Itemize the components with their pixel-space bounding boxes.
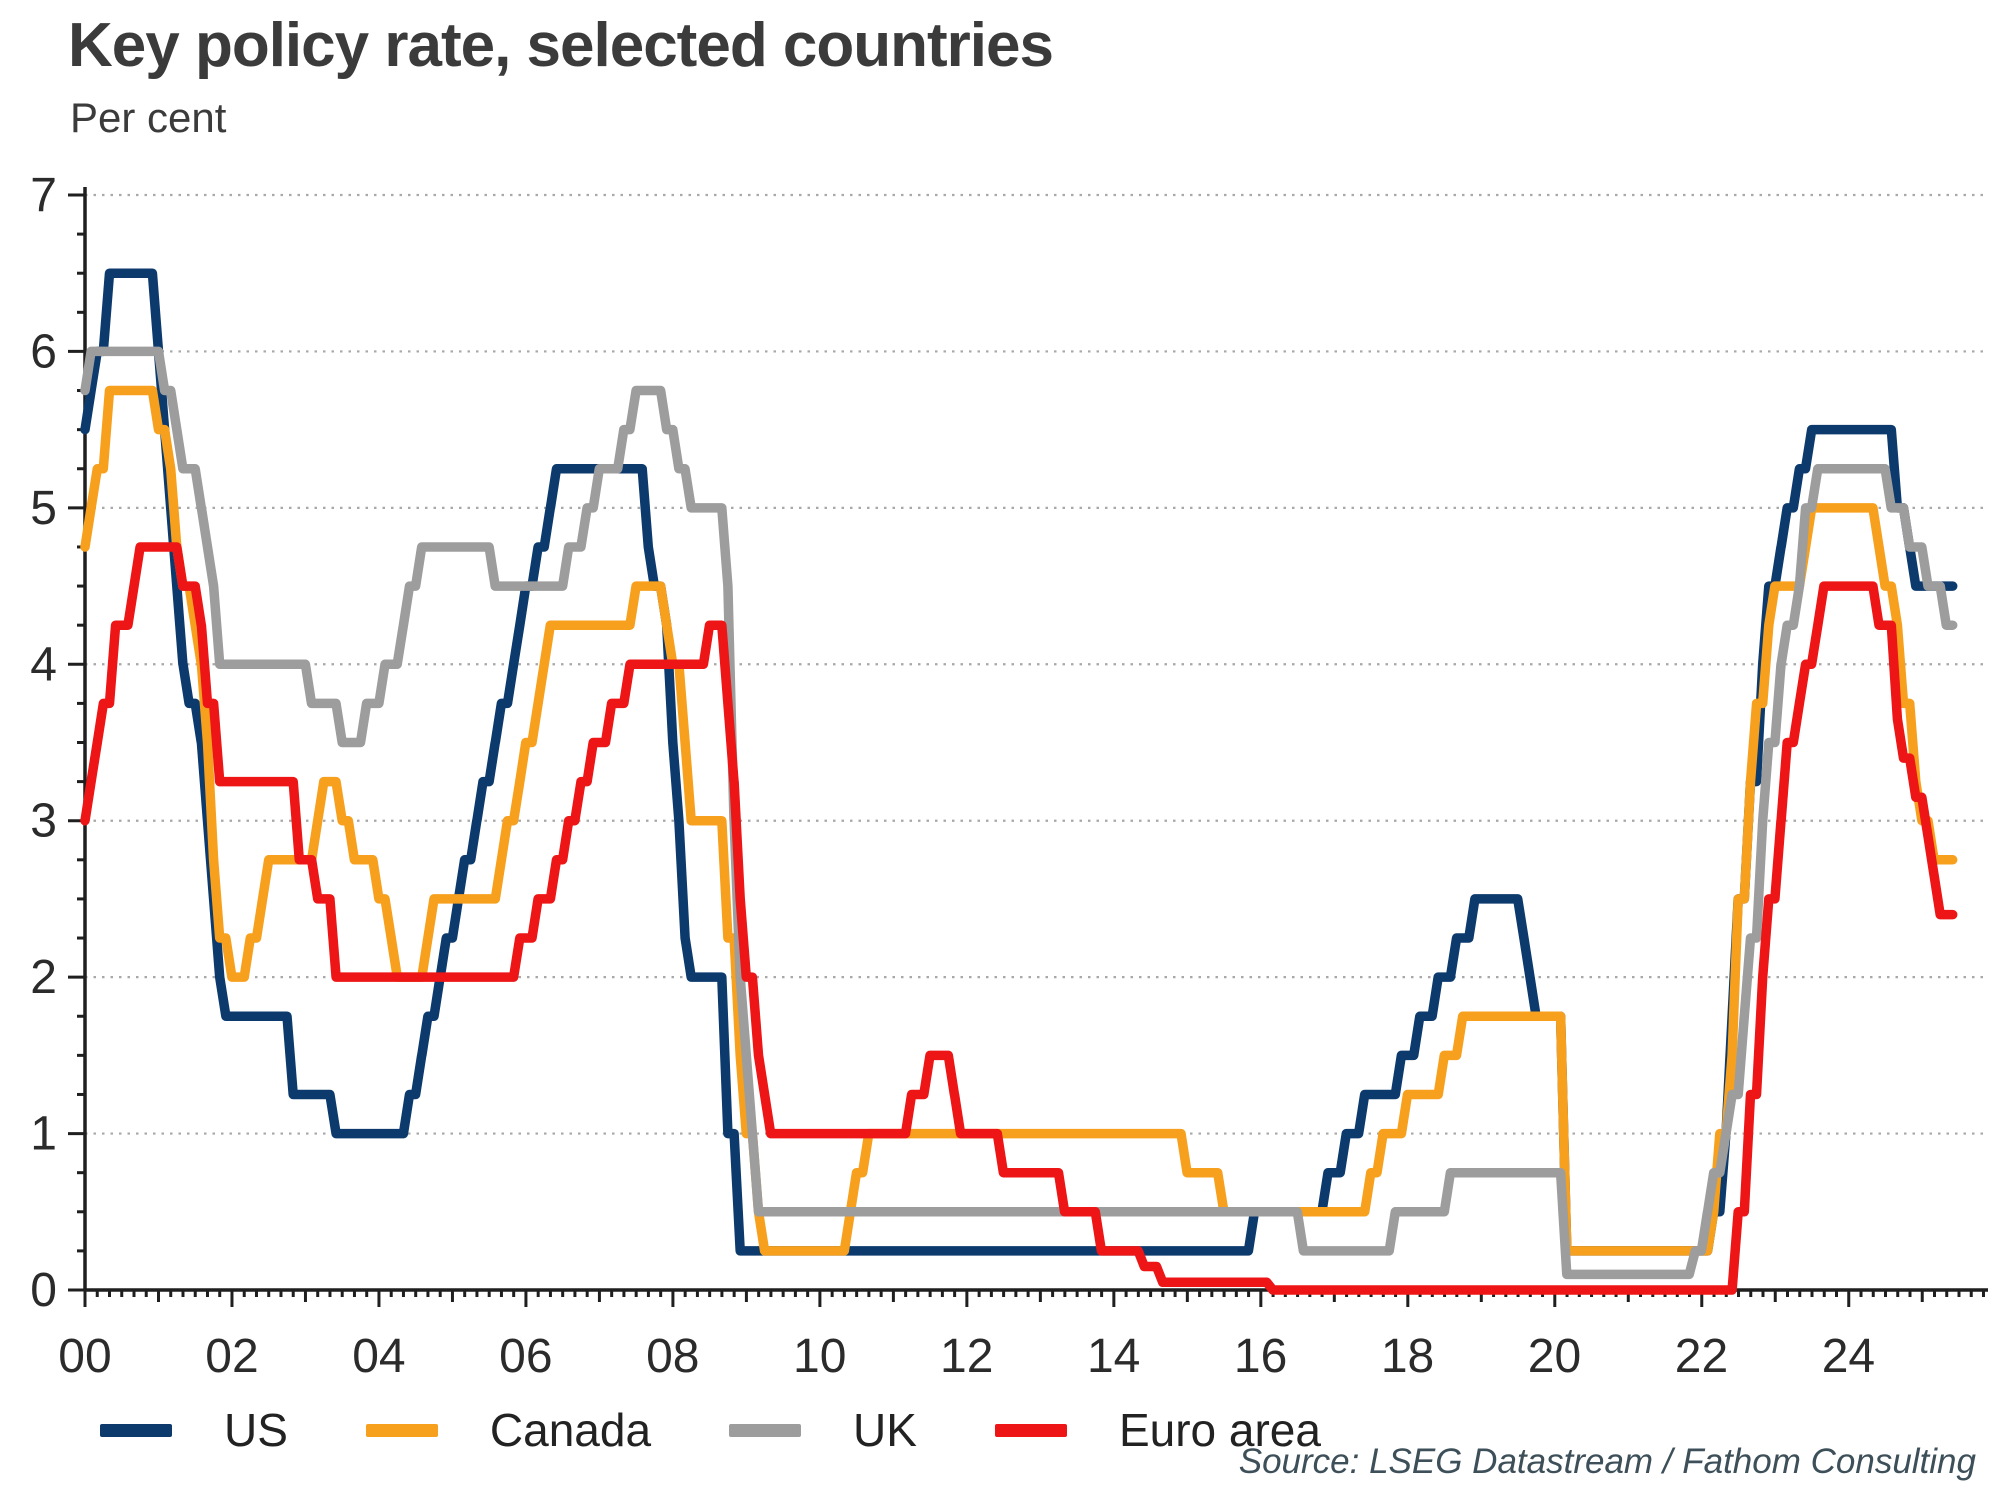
svg-text:12: 12	[940, 1330, 993, 1383]
legend-item-uk: UK	[729, 1403, 917, 1457]
chart-title: Key policy rate, selected countries	[68, 11, 1054, 80]
legend-label-canada: Canada	[489, 1404, 652, 1456]
svg-text:10: 10	[793, 1330, 846, 1383]
svg-text:22: 22	[1675, 1330, 1728, 1383]
uk-line-swatch-icon	[729, 1423, 802, 1437]
svg-text:0: 0	[30, 1264, 57, 1317]
svg-text:18: 18	[1381, 1330, 1434, 1383]
svg-text:5: 5	[30, 482, 57, 535]
svg-text:24: 24	[1822, 1330, 1875, 1383]
svg-text:6: 6	[30, 325, 57, 378]
svg-text:2: 2	[30, 951, 57, 1004]
legend-label-euro-area: Euro area	[1118, 1404, 1321, 1456]
svg-text:02: 02	[205, 1330, 258, 1383]
source-attribution: Source: LSEG Datastream / Fathom Consult…	[1238, 1442, 1976, 1481]
legend-label-uk: UK	[853, 1404, 917, 1456]
svg-text:1: 1	[30, 1108, 57, 1161]
svg-text:16: 16	[1234, 1330, 1287, 1383]
data-series-lines	[80, 268, 1958, 1295]
legend-item-canada: Canada	[365, 1403, 652, 1457]
svg-text:4: 4	[30, 638, 57, 691]
chart-y-axis-unit-label: Per cent	[70, 94, 227, 141]
legend-label-us: US	[224, 1404, 288, 1456]
legend-item-euro-area: Euro area	[994, 1403, 1321, 1457]
gridlines	[85, 193, 1988, 1135]
legend: US Canada UK Euro area	[100, 1398, 1321, 1462]
svg-text:3: 3	[30, 795, 57, 848]
svg-text:04: 04	[352, 1330, 405, 1383]
us-line-swatch-icon	[100, 1423, 172, 1437]
canada-line-swatch-icon	[365, 1423, 438, 1437]
svg-text:08: 08	[646, 1330, 699, 1383]
svg-text:06: 06	[499, 1330, 552, 1383]
svg-text:7: 7	[30, 169, 57, 222]
euro-area-line-swatch-icon	[994, 1423, 1067, 1437]
svg-text:20: 20	[1528, 1330, 1581, 1383]
svg-text:14: 14	[1087, 1330, 1140, 1383]
svg-text:00: 00	[58, 1330, 111, 1383]
legend-item-us: US	[100, 1403, 288, 1457]
